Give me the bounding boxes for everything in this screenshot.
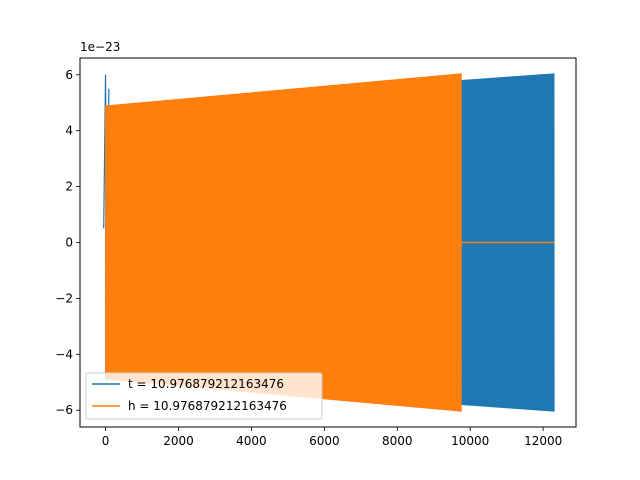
y-tick-label: 4 <box>65 124 73 138</box>
x-tick-label: 8000 <box>382 434 413 448</box>
y-axis: −6 −4 −2 0 2 4 6 <box>55 68 80 417</box>
y-tick-label: −2 <box>55 291 73 305</box>
legend-box <box>85 372 323 420</box>
x-tick-label: 4000 <box>236 434 267 448</box>
x-tick-label: 6000 <box>309 434 340 448</box>
x-tick-label: 12000 <box>524 434 562 448</box>
x-axis: 0 2000 4000 6000 8000 10000 12000 <box>102 427 562 448</box>
y-tick-label: 6 <box>65 68 73 82</box>
legend-label-h: h = 10.976879212163476 <box>128 399 287 413</box>
series-layer <box>103 73 555 412</box>
x-tick-label: 2000 <box>163 434 194 448</box>
y-offset-label: 1e−23 <box>80 40 120 54</box>
x-tick-label: 10000 <box>451 434 489 448</box>
x-tick-label: 0 <box>102 434 110 448</box>
series-h-line <box>105 73 462 412</box>
y-tick-label: −6 <box>55 403 73 417</box>
y-tick-label: 0 <box>65 236 73 250</box>
legend-label-t: t = 10.976879212163476 <box>128 377 284 391</box>
y-tick-label: −4 <box>55 347 73 361</box>
y-tick-label: 2 <box>65 180 73 194</box>
legend: t = 10.976879212163476 h = 10.9768792121… <box>85 372 323 420</box>
